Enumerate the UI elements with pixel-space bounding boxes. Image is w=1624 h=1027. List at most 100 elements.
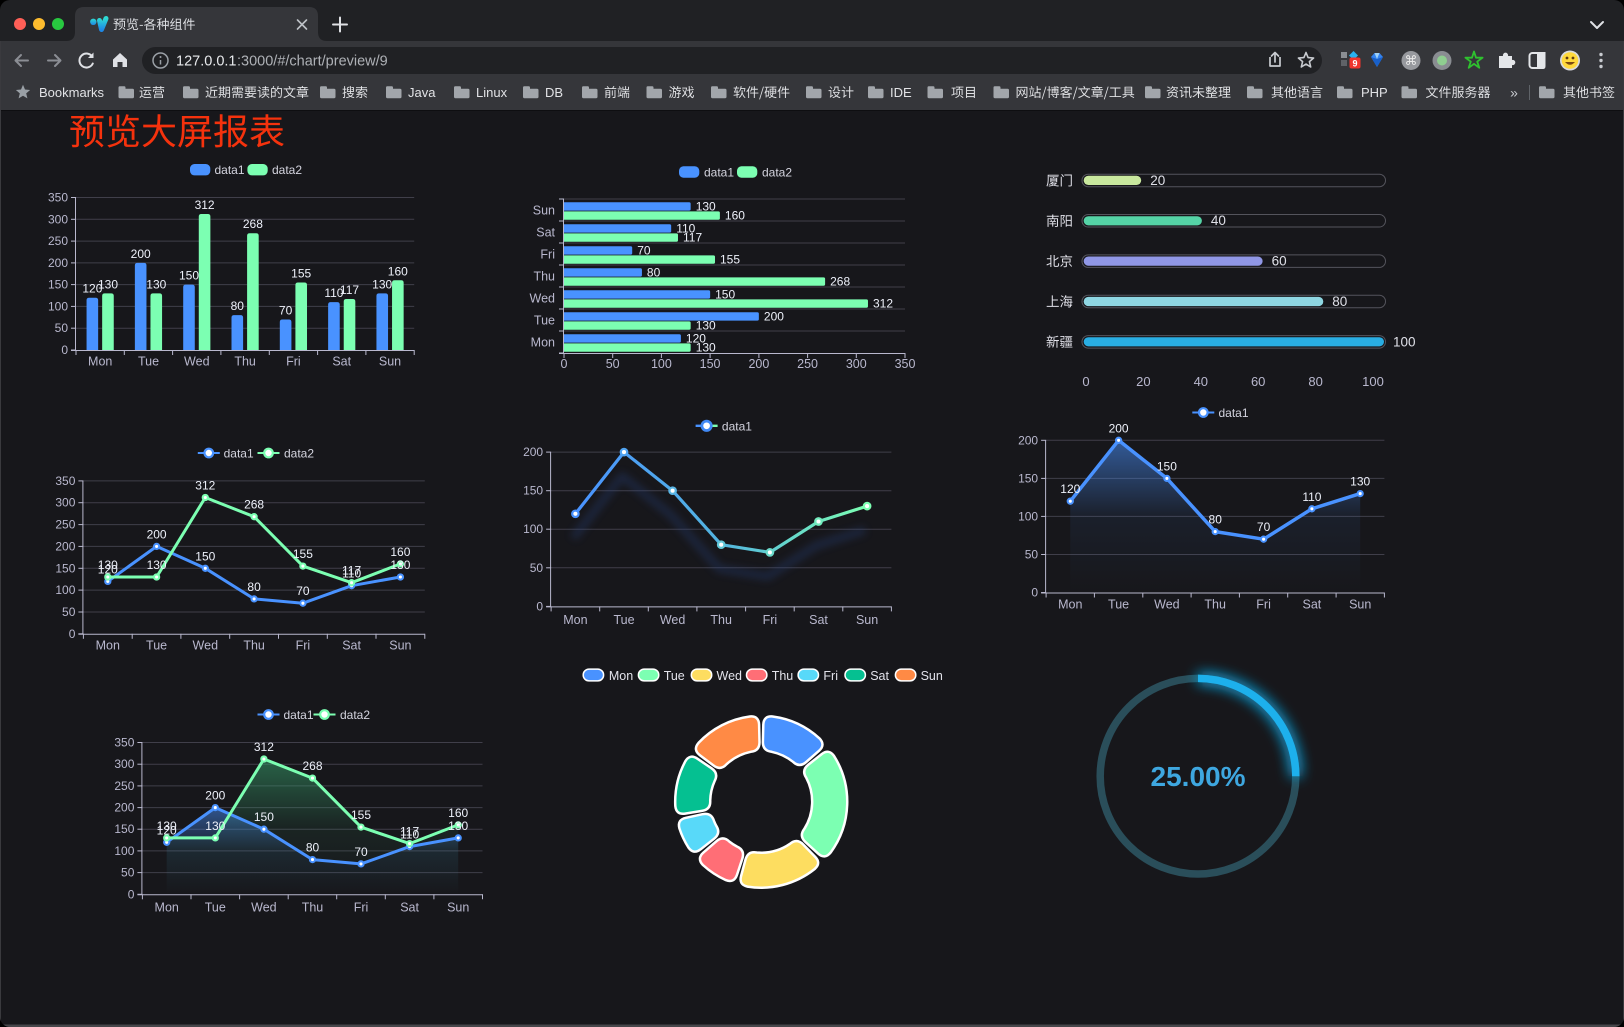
svg-text:150: 150: [254, 810, 274, 824]
svg-text:data2: data2: [284, 447, 314, 461]
svg-text:Tue: Tue: [613, 613, 634, 627]
svg-text:200: 200: [131, 247, 151, 261]
svg-text:Fri: Fri: [763, 613, 778, 627]
svg-text:200: 200: [764, 309, 784, 323]
svg-text:130: 130: [696, 319, 716, 333]
svg-text:Fri: Fri: [823, 669, 838, 683]
svg-text:100: 100: [1362, 374, 1384, 389]
svg-text:200: 200: [1109, 421, 1129, 435]
svg-text:Sun: Sun: [447, 901, 469, 915]
svg-text:70: 70: [279, 304, 293, 318]
svg-text:200: 200: [205, 789, 225, 803]
svg-text:data1: data1: [224, 447, 254, 461]
svg-text:0: 0: [61, 343, 68, 357]
svg-text:200: 200: [523, 445, 543, 459]
svg-text:Tue: Tue: [146, 639, 167, 653]
svg-text:70: 70: [354, 845, 368, 859]
svg-text:100: 100: [523, 522, 543, 536]
svg-text:Sun: Sun: [921, 669, 943, 683]
svg-text:DB: DB: [545, 85, 563, 100]
svg-text:Wed: Wed: [530, 292, 556, 306]
svg-text:0: 0: [128, 887, 135, 901]
svg-text:Wed: Wed: [193, 639, 219, 653]
svg-text:130: 130: [205, 819, 225, 833]
svg-text:110: 110: [400, 828, 419, 842]
svg-text:Sun: Sun: [533, 204, 555, 218]
svg-text:70: 70: [637, 243, 651, 257]
svg-text:150: 150: [700, 357, 721, 371]
svg-text:268: 268: [243, 217, 263, 231]
svg-text:Thu: Thu: [710, 613, 732, 627]
svg-text:250: 250: [114, 779, 134, 793]
svg-text:300: 300: [48, 212, 68, 226]
svg-text:117: 117: [340, 283, 359, 297]
svg-text:Sat: Sat: [1303, 598, 1322, 612]
svg-text:Sat: Sat: [809, 613, 828, 627]
svg-text:Fri: Fri: [1256, 598, 1271, 612]
svg-text:117: 117: [342, 564, 361, 578]
svg-text:50: 50: [1025, 548, 1039, 562]
svg-text:Thu: Thu: [243, 639, 265, 653]
svg-text:268: 268: [302, 759, 322, 773]
svg-text:70: 70: [1257, 520, 1271, 534]
svg-text:Bookmarks: Bookmarks: [39, 85, 105, 100]
svg-text:250: 250: [797, 357, 818, 371]
svg-text:Mon: Mon: [96, 639, 120, 653]
svg-text:Mon: Mon: [609, 669, 633, 683]
svg-text:200: 200: [748, 357, 769, 371]
svg-text:100: 100: [1393, 334, 1416, 349]
svg-text:data1: data1: [722, 419, 752, 433]
svg-text:25.00%: 25.00%: [1151, 761, 1246, 792]
svg-text:100: 100: [651, 357, 672, 371]
svg-text:300: 300: [55, 496, 75, 510]
svg-text:Sat: Sat: [870, 669, 889, 683]
svg-text:80: 80: [1332, 294, 1347, 309]
svg-text:150: 150: [48, 278, 68, 292]
svg-text:150: 150: [715, 287, 735, 301]
svg-text:60: 60: [1272, 254, 1287, 269]
svg-text:150: 150: [1018, 471, 1038, 485]
svg-text:200: 200: [55, 539, 75, 553]
svg-text:120: 120: [686, 331, 706, 345]
svg-text:100: 100: [55, 583, 75, 597]
svg-text:0: 0: [561, 357, 568, 371]
svg-text:100: 100: [114, 844, 134, 858]
svg-text:130: 130: [147, 558, 167, 572]
svg-text:130: 130: [1350, 475, 1370, 489]
svg-text:150: 150: [523, 484, 543, 498]
svg-text:20: 20: [1150, 173, 1165, 188]
svg-text:Fri: Fri: [540, 248, 555, 262]
svg-text:300: 300: [846, 357, 867, 371]
svg-text:40: 40: [1211, 213, 1226, 228]
svg-text:0: 0: [69, 627, 76, 641]
svg-text:110: 110: [342, 567, 361, 581]
svg-text:Thu: Thu: [1204, 598, 1226, 612]
svg-text:Fri: Fri: [286, 355, 301, 369]
svg-text:80: 80: [1209, 513, 1223, 527]
svg-text:data1: data1: [1219, 406, 1249, 420]
svg-text:155: 155: [351, 808, 371, 822]
svg-text:250: 250: [48, 234, 68, 248]
svg-text:Wed: Wed: [184, 355, 210, 369]
svg-text:200: 200: [147, 527, 167, 541]
svg-text:Tue: Tue: [664, 669, 685, 683]
svg-text:Mon: Mon: [531, 336, 555, 350]
svg-text:50: 50: [606, 357, 620, 371]
svg-text:127.0.0.1: 127.0.0.1: [176, 54, 236, 70]
svg-text:120: 120: [1060, 482, 1080, 496]
svg-text:120: 120: [82, 282, 102, 296]
svg-text:Mon: Mon: [155, 901, 179, 915]
svg-text:150: 150: [114, 822, 134, 836]
svg-text:100: 100: [48, 299, 68, 313]
svg-text:50: 50: [121, 866, 135, 880]
svg-text:130: 130: [390, 558, 410, 572]
svg-text:200: 200: [114, 801, 134, 815]
svg-text:Fri: Fri: [296, 639, 311, 653]
svg-text:Sat: Sat: [400, 901, 419, 915]
svg-text:60: 60: [1251, 374, 1265, 389]
svg-text:80: 80: [247, 580, 261, 594]
svg-text:IDE: IDE: [890, 85, 912, 100]
svg-text:312: 312: [254, 740, 274, 754]
svg-text:Sun: Sun: [1349, 598, 1371, 612]
svg-text:80: 80: [647, 265, 661, 279]
